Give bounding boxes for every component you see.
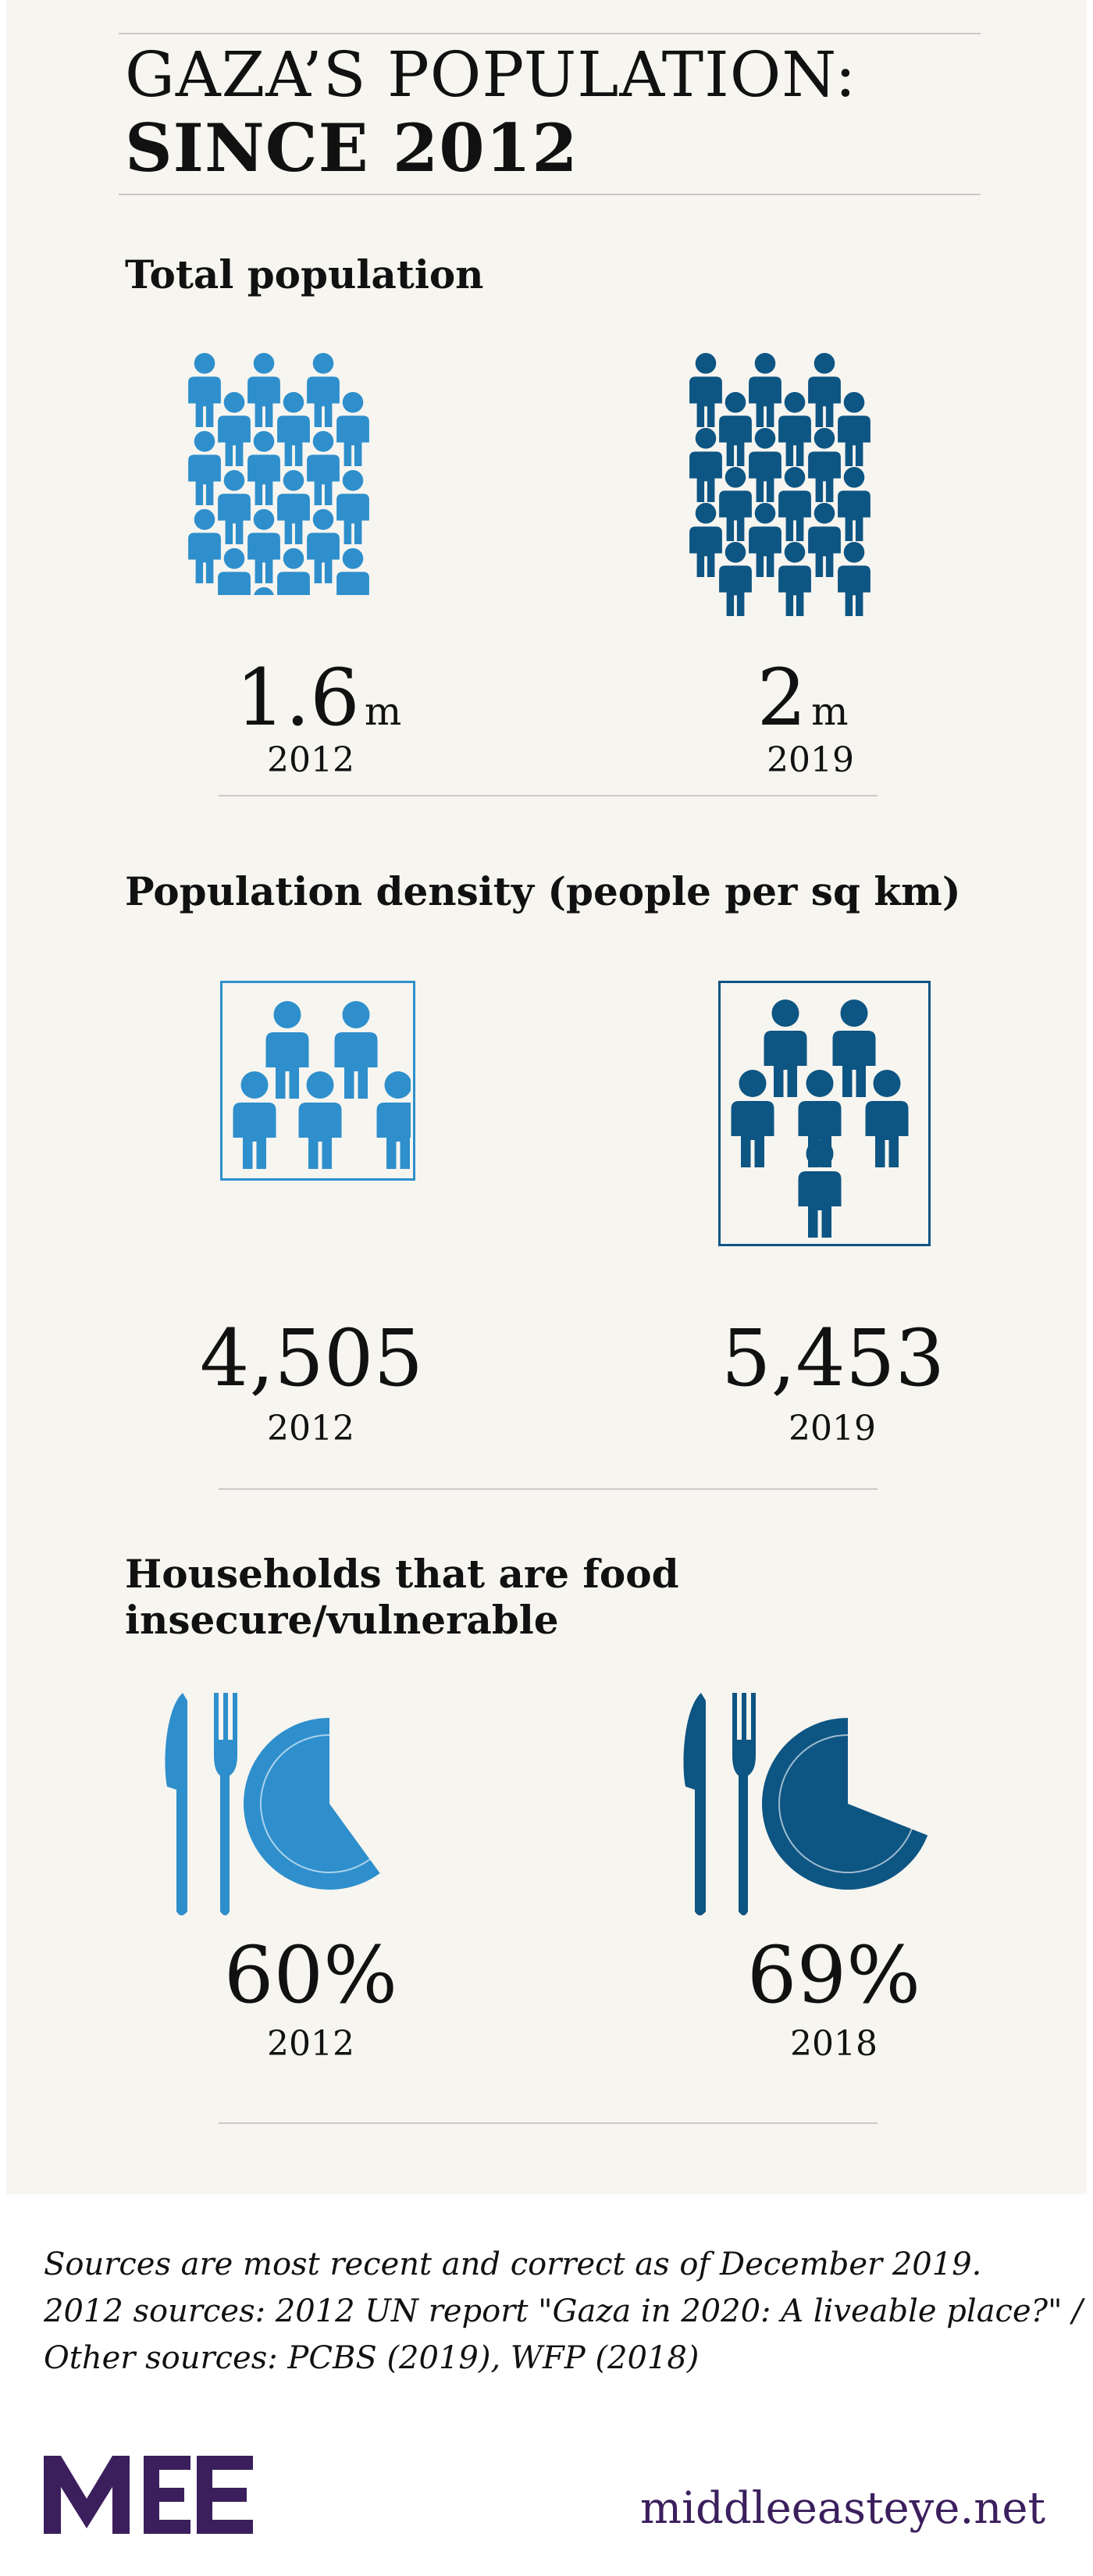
- person-icon: [838, 467, 870, 541]
- person-icon: [798, 1140, 842, 1238]
- person-icon: [277, 392, 310, 466]
- person-icon: [307, 509, 340, 583]
- person-icon: [254, 587, 274, 595]
- food-heading-line-1: Households that are food: [125, 1551, 679, 1597]
- person-icon: [247, 353, 280, 427]
- plate-pie-slice: [762, 1718, 927, 1890]
- person-icon: [719, 542, 752, 616]
- density-2012-value: 4,505: [199, 1313, 424, 1404]
- person-icon: [731, 1070, 774, 1167]
- people-in-square-icon: [731, 999, 909, 1238]
- density-2012-year: 2012: [267, 1409, 354, 1448]
- person-icon: [265, 1001, 309, 1099]
- section-heading-density: Population density (people per sq km): [125, 868, 961, 914]
- people-in-square-icon: [233, 1001, 411, 1169]
- person-icon: [808, 503, 841, 577]
- title-rule: [119, 194, 981, 195]
- knife-icon: [683, 1693, 706, 1915]
- title-line-1: GAZA’S POPULATION:: [125, 38, 857, 111]
- person-icon: [376, 1071, 411, 1169]
- person-icon: [247, 509, 280, 583]
- person-icon: [749, 428, 781, 502]
- person-icon: [838, 542, 870, 616]
- plate-rim: [778, 1734, 913, 1873]
- person-icon: [778, 467, 811, 541]
- person-icon: [336, 548, 369, 595]
- sources-line-1: Sources are most recent and correct as o…: [44, 2246, 982, 2282]
- top-rule: [119, 33, 981, 34]
- person-icon: [808, 428, 841, 502]
- food-heading-line-2: insecure/vulnerable: [125, 1597, 559, 1643]
- food-2018-year: 2018: [790, 2024, 878, 2064]
- plate-pie-slice: [243, 1718, 380, 1890]
- person-icon: [307, 431, 340, 505]
- section-heading-food: Households that are food insecure/vulner…: [125, 1551, 679, 1643]
- person-icon: [749, 353, 781, 427]
- fork-icon: [732, 1693, 756, 1915]
- person-icon: [218, 548, 251, 595]
- food-2018-value: 69%: [746, 1929, 921, 2021]
- person-icon: [719, 392, 752, 466]
- person-icon: [778, 542, 811, 616]
- person-icon: [277, 470, 310, 544]
- person-icon: [749, 503, 781, 577]
- food-2012-year: 2012: [267, 2024, 354, 2064]
- fork-icon: [214, 1693, 237, 1915]
- density-2019-value: 5,453: [721, 1313, 945, 1404]
- infographic-panel: GAZA’S POPULATION: SINCE 2012 Total popu…: [6, 0, 1087, 2194]
- person-icon: [247, 431, 280, 505]
- person-icon: [689, 428, 722, 502]
- mee-logo: [44, 2456, 253, 2534]
- person-icon: [188, 353, 221, 427]
- person-icon: [188, 431, 221, 505]
- density-2012-square: [220, 981, 415, 1181]
- title-line-2: SINCE 2012: [125, 109, 579, 187]
- site-url[interactable]: middleeasteye.net: [640, 2483, 1045, 2534]
- person-icon: [218, 470, 251, 544]
- person-icon: [865, 1070, 909, 1167]
- person-icon: [298, 1071, 342, 1169]
- person-icon: [808, 353, 841, 427]
- person-icon: [218, 392, 251, 466]
- sources-line-2: 2012 sources: 2012 UN report "Gaza in 20…: [44, 2293, 1083, 2329]
- density-2019-square: [718, 981, 931, 1246]
- person-icon: [838, 392, 870, 466]
- food-2012-value: 60%: [223, 1929, 398, 2021]
- person-icon: [307, 353, 340, 427]
- person-icon: [334, 1001, 378, 1099]
- person-icon: [689, 353, 722, 427]
- sources-line-3: Other sources: PCBS (2019), WFP (2018): [44, 2340, 700, 2376]
- people-crowd-icon: [188, 353, 369, 595]
- person-icon: [719, 467, 752, 541]
- person-icon: [764, 999, 807, 1097]
- total-population-2019-year: 2019: [767, 740, 854, 780]
- person-icon: [336, 392, 369, 466]
- person-icon: [689, 503, 722, 577]
- knife-icon: [165, 1693, 187, 1915]
- person-icon: [832, 999, 876, 1097]
- person-icon: [188, 509, 221, 583]
- density-2019-year: 2019: [789, 1409, 876, 1448]
- person-icon: [778, 392, 811, 466]
- total-population-2012-value: 1.6 m: [235, 652, 402, 743]
- knife-fork-plate-icon: [165, 1693, 380, 1915]
- person-icon: [336, 470, 369, 544]
- sources-footer: Sources are most recent and correct as o…: [44, 2241, 1083, 2382]
- person-icon: [233, 1071, 276, 1169]
- person-icon: [277, 548, 310, 595]
- knife-fork-plate-icon: [683, 1693, 927, 1915]
- section-heading-total-population: Total population: [125, 251, 484, 298]
- people-crowd-icon: [689, 353, 870, 616]
- section-rule-1: [219, 795, 878, 796]
- plate-rim: [260, 1734, 371, 1873]
- total-population-2012-year: 2012: [267, 740, 354, 780]
- section-rule-2: [219, 1488, 878, 1490]
- section-rule-3: [219, 2122, 878, 2124]
